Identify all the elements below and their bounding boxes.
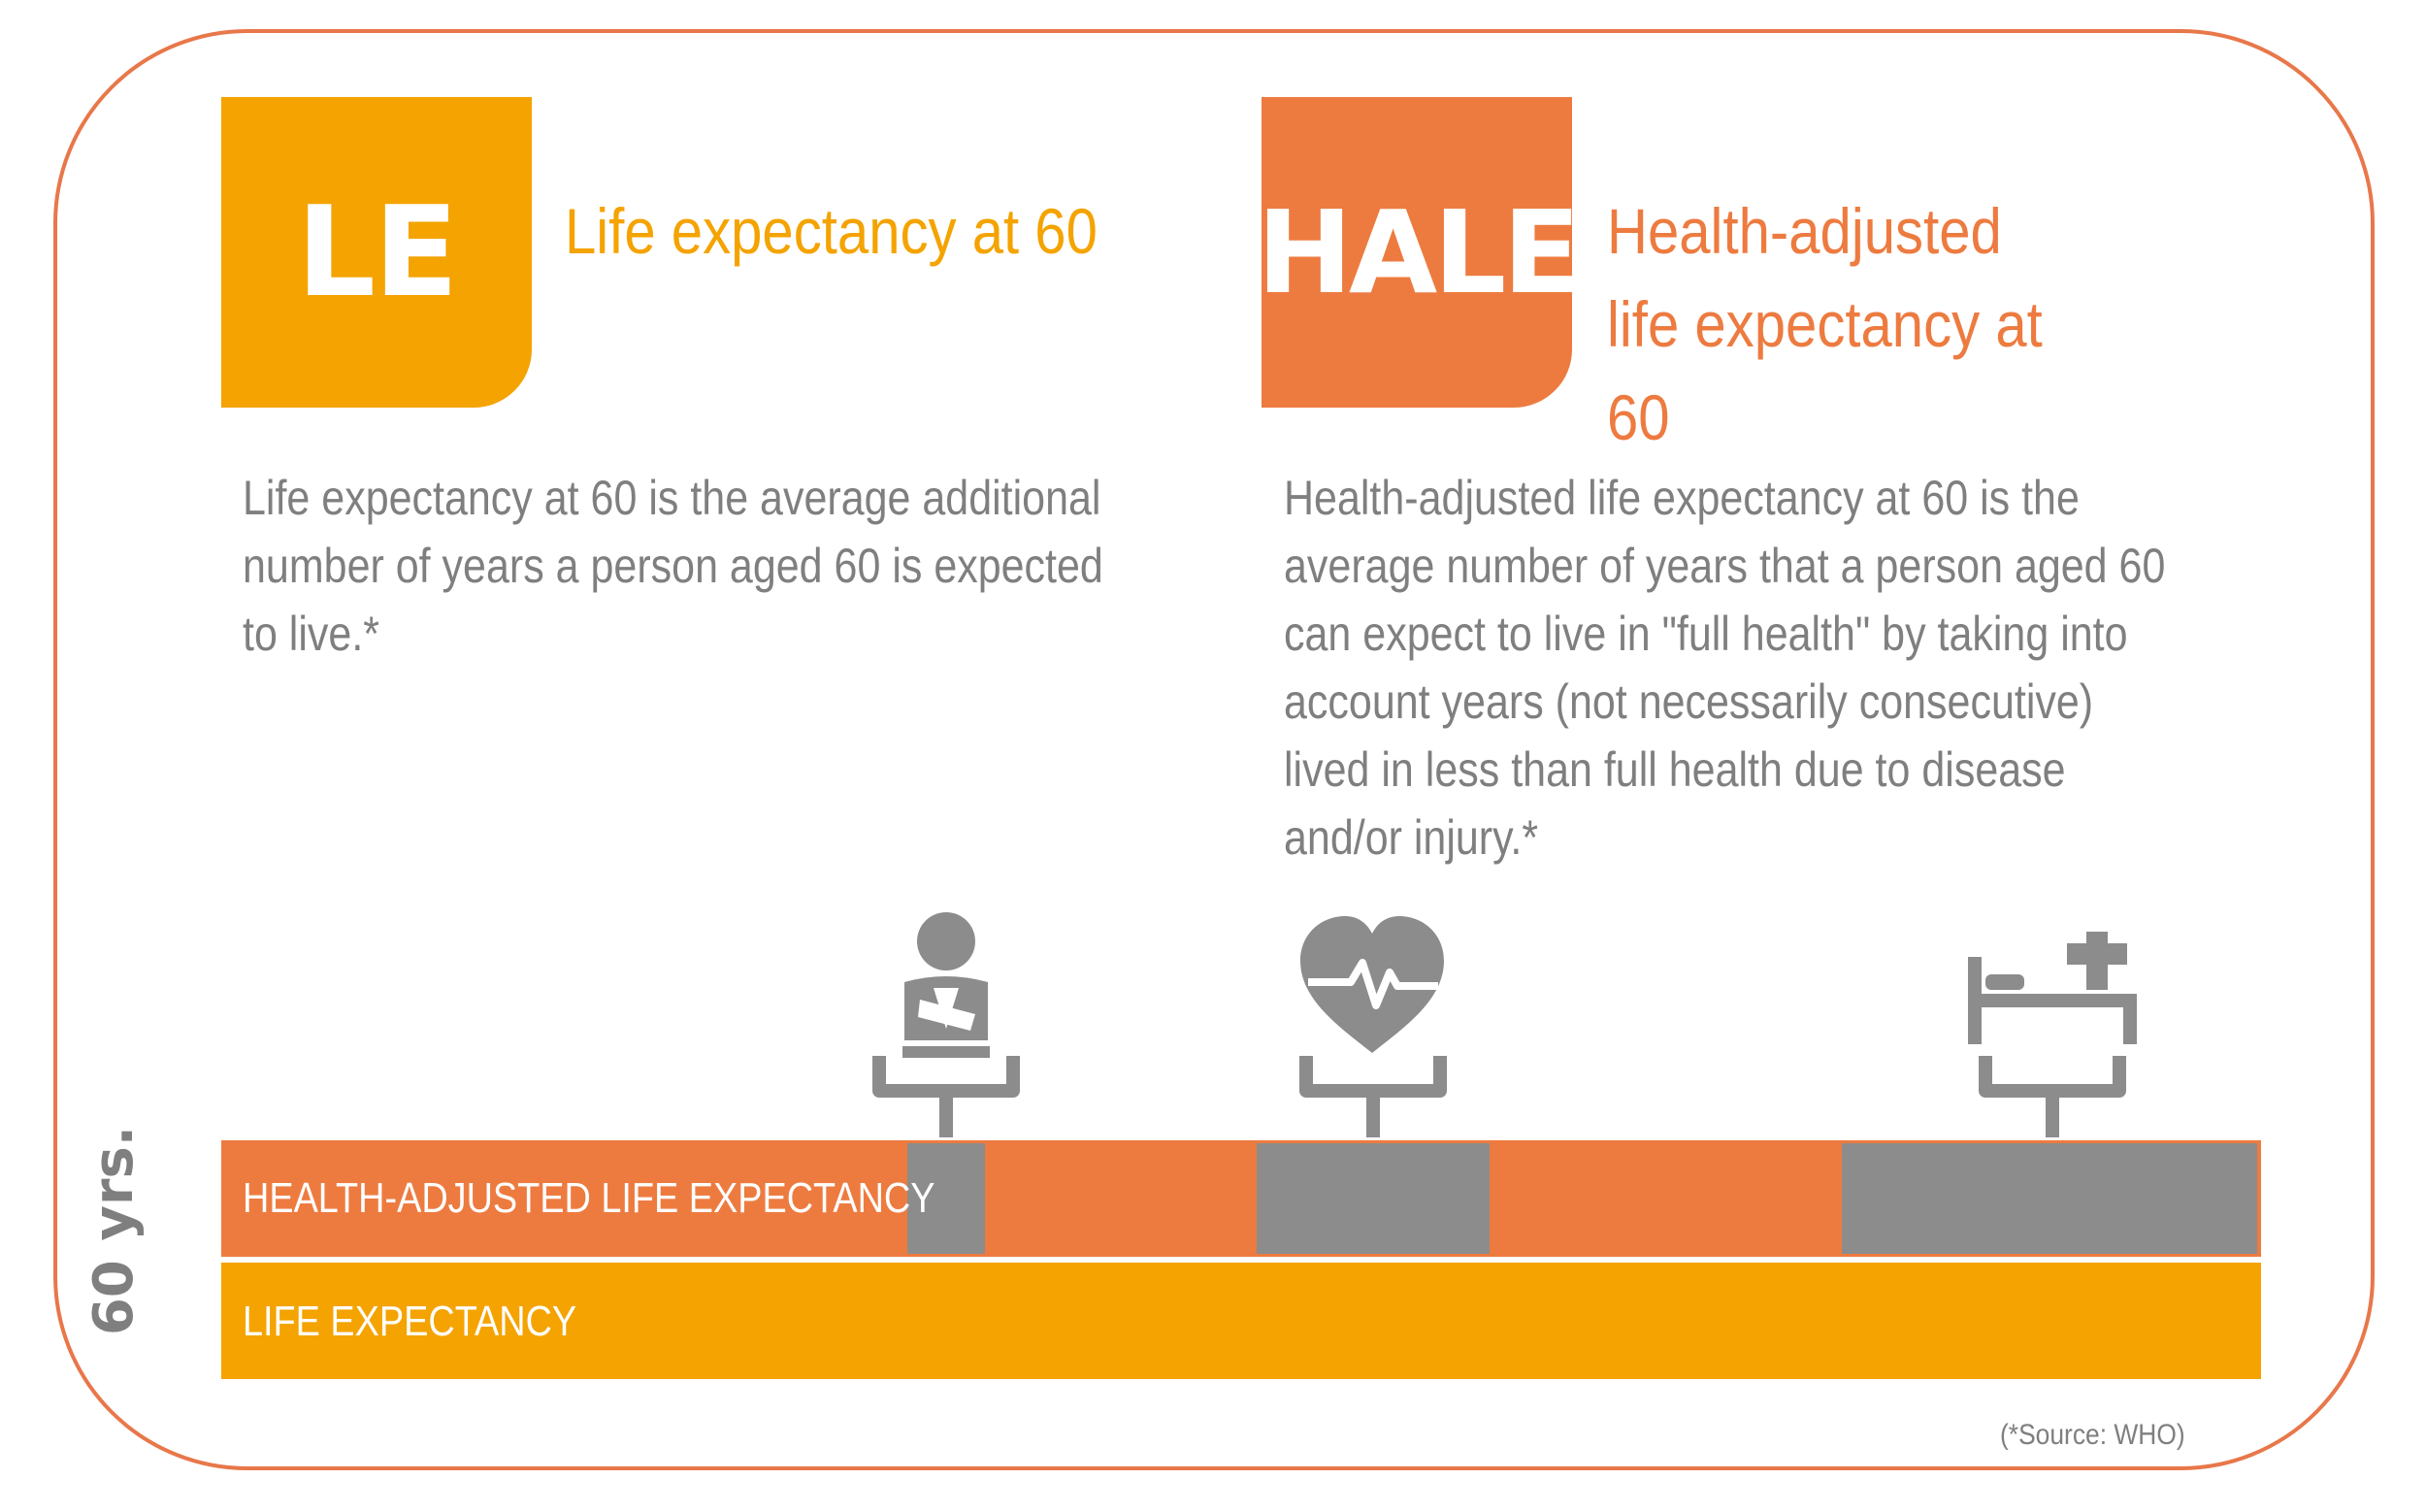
age-label: 60 yrs. xyxy=(82,1125,146,1336)
injured-person-icon xyxy=(902,912,990,1058)
health-gap-segment xyxy=(1257,1143,1490,1254)
le-badge: LE xyxy=(221,97,532,408)
health-gap-segment xyxy=(1842,1143,2257,1254)
hospital-bed-icon xyxy=(1968,932,2137,1044)
hale-bar-label: HEALTH-ADJUSTED LIFE EXPECTANCY xyxy=(243,1174,935,1222)
hale-heading: Health-adjusted life expectancy at 60 xyxy=(1607,195,2043,453)
le-bar-label: LIFE EXPECTANCY xyxy=(243,1298,577,1345)
icon-stand xyxy=(1299,1056,1447,1137)
hale-description: Health-adjusted life expectancy at 60 is… xyxy=(1284,471,2166,865)
health-gap-segment xyxy=(907,1143,985,1254)
icon-stand xyxy=(872,1056,1020,1137)
source-note: (*Source: WHO) xyxy=(2000,1419,2185,1451)
heartbeat-icon xyxy=(1300,916,1444,1053)
hale-badge: HALE xyxy=(1257,97,1581,408)
icon-stand xyxy=(1979,1056,2126,1137)
le-bar xyxy=(221,1263,2261,1379)
le-description: Life expectancy at 60 is the average add… xyxy=(243,471,1103,661)
le-heading: Life expectancy at 60 xyxy=(565,195,1098,267)
